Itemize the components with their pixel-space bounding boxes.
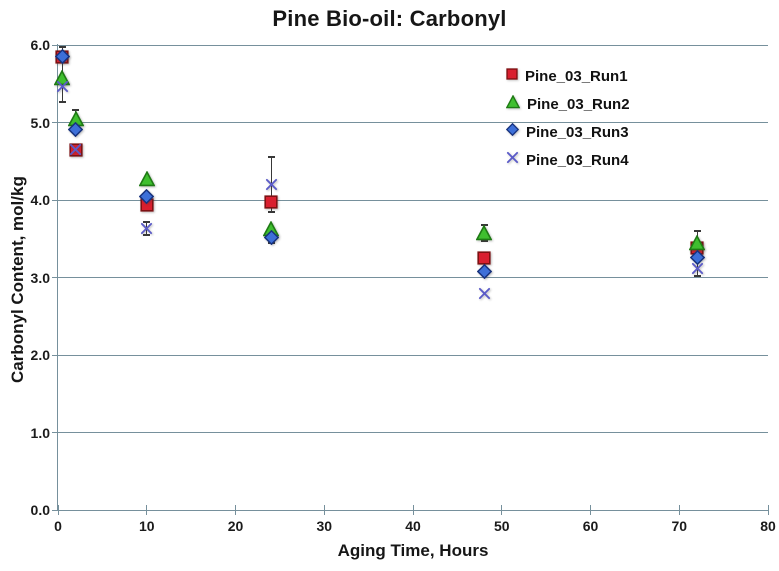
x-tick (57, 505, 59, 515)
data-point-diamond-marker (139, 188, 155, 204)
data-point-diamond-marker (54, 49, 70, 65)
y-tick (52, 199, 58, 201)
legend-label: Pine_03_Run3 (526, 123, 629, 141)
triangle-marker-icon (505, 94, 521, 114)
legend-item-run4: Pine_03_Run4 (506, 150, 629, 170)
y-tick-label: 2.0 (30, 347, 50, 363)
legend-label: Pine_03_Run4 (526, 151, 629, 169)
data-point-x-marker (140, 222, 153, 235)
legend-label: Pine_03_Run1 (525, 67, 628, 85)
x-tick (678, 505, 680, 515)
data-point-x-marker (478, 287, 491, 300)
x-marker-icon (506, 151, 519, 169)
diamond-marker-icon (505, 122, 520, 141)
data-point-square-marker (264, 194, 278, 209)
y-tick (52, 44, 58, 46)
data-point-diamond-marker (689, 249, 705, 265)
gridline (58, 354, 768, 356)
y-tick-label: 1.0 (30, 424, 50, 441)
y-tick-label: 3.0 (30, 269, 50, 286)
y-tick (52, 122, 58, 124)
data-point-triangle-marker (689, 234, 705, 251)
y-tick (52, 432, 58, 434)
data-point-diamond-marker (263, 229, 279, 245)
gridline (58, 44, 768, 46)
gridline (58, 122, 768, 123)
data-point-triangle-marker (54, 70, 70, 86)
y-tick (52, 277, 58, 279)
y-axis-title: Carbonyl Content, mol/kg (8, 175, 27, 383)
data-point-x-marker (691, 262, 704, 275)
error-bar-cap-top (693, 230, 701, 232)
x-tick (501, 505, 503, 515)
gridline (58, 199, 768, 201)
legend-item-run2: Pine_03_Run2 (505, 94, 630, 114)
error-bar-cap-bottom (58, 101, 66, 104)
data-point-x-marker (265, 178, 278, 191)
x-axis-title: Aging Time, Hours (337, 541, 489, 560)
square-marker-icon (506, 67, 518, 85)
data-point-x-marker (56, 80, 69, 93)
error-bar-cap-bottom (143, 233, 151, 236)
error-bar-cap-top (58, 46, 66, 49)
x-tick (323, 505, 325, 515)
y-tick (52, 354, 58, 356)
chart-title: Pine Bio-oil: Carbonyl (272, 6, 507, 31)
x-tick (146, 505, 148, 515)
x-tick (767, 505, 769, 515)
data-point-triangle-marker (138, 171, 155, 187)
legend-label: Pine_03_Run2 (527, 95, 630, 113)
y-tick-label: 6.0 (30, 37, 50, 53)
x-tick-label: 60 (582, 518, 599, 534)
error-bar-cap-bottom (480, 240, 488, 243)
gridline (58, 277, 768, 278)
data-point-diamond-marker (476, 263, 492, 279)
x-tick (412, 505, 414, 515)
y-tick-label: 0.0 (30, 502, 50, 518)
legend-item-run3: Pine_03_Run3 (505, 122, 629, 142)
x-tick-label: 40 (405, 518, 421, 534)
x-tick-label: 50 (493, 518, 510, 534)
error-bar-cap-top (143, 221, 151, 224)
x-tick-label: 30 (316, 518, 333, 534)
legend-item-run1: Pine_03_Run1 (506, 66, 628, 86)
legend: Pine_03_Run1 Pine_03_Run2 Pine_03_Run3 P… (505, 66, 656, 178)
y-tick-label: 4.0 (30, 192, 50, 208)
error-bar-cap-bottom (267, 210, 275, 213)
x-tick (590, 505, 592, 515)
data-point-diamond-marker (68, 121, 84, 137)
data-point-x-marker (69, 143, 82, 156)
error-bar-cap-top (267, 156, 275, 159)
x-tick-label: 70 (671, 518, 688, 534)
gridline (58, 432, 768, 433)
x-tick-label: 0 (54, 518, 62, 534)
error-bar-cap-bottom (693, 274, 701, 277)
x-tick (235, 505, 237, 515)
y-tick-label: 5.0 (30, 114, 50, 131)
x-tick-label: 10 (138, 518, 155, 534)
x-tick-label: 20 (227, 518, 244, 534)
data-point-triangle-marker (476, 225, 492, 241)
y-tick (52, 509, 58, 511)
x-tick-label: 80 (760, 518, 776, 534)
